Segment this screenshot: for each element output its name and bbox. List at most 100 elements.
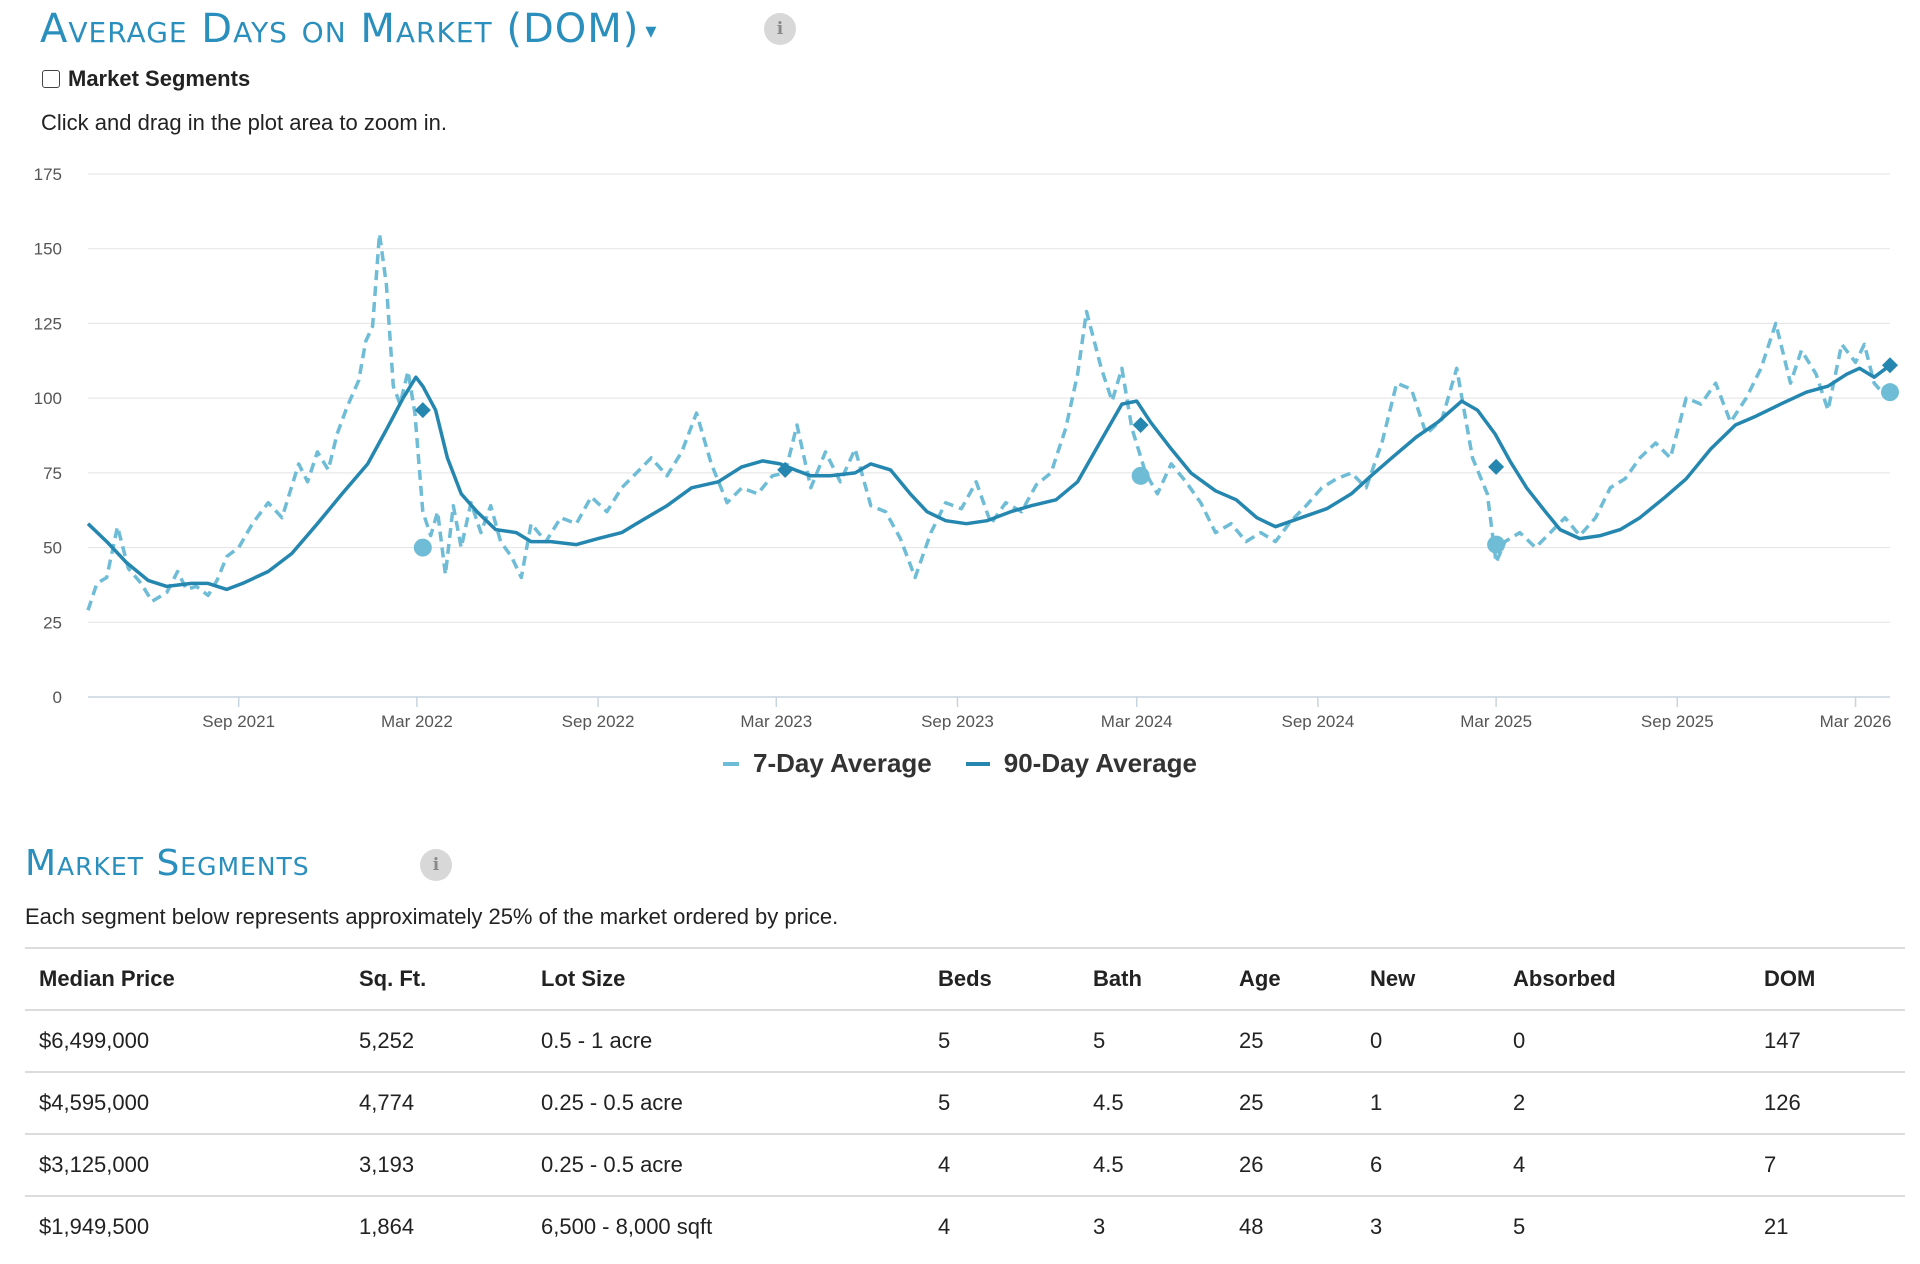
table-cell: 0.5 - 1 acre [527, 1009, 924, 1072]
column-header: Lot Size [527, 947, 924, 1010]
market-segments-table: Median Price Sq. Ft. Lot Size Beds Bath Age Ne… [25, 947, 1905, 1257]
zoom-hint: Click and drag in the plot area to zoom … [41, 110, 448, 135]
table-cell: 4.5 [1079, 1133, 1225, 1196]
column-header: Age [1225, 947, 1356, 1010]
legend-swatch-dashed [723, 761, 740, 766]
table-cell: 25 [1225, 1009, 1356, 1072]
table-cell: 48 [1225, 1195, 1356, 1257]
data-point-marker[interactable] [1488, 458, 1505, 475]
table-row: $4,595,000 4,774 0.25 - 0.5 acre 5 4.5 25 1 2 12… [25, 1071, 1905, 1134]
table-cell: $6,499,000 [25, 1009, 345, 1072]
chart-markers[interactable] [413, 357, 1899, 557]
market-segments-checkbox[interactable] [42, 70, 60, 88]
table-cell: 0.25 - 0.5 acre [527, 1133, 924, 1196]
table-cell: 6,500 - 8,000 sqft [527, 1195, 924, 1257]
data-point-marker[interactable] [777, 461, 794, 478]
y-tick-label: 125 [34, 314, 62, 333]
y-tick-label: 25 [43, 613, 62, 632]
chart-grid [88, 173, 1890, 623]
x-tick-label: Mar 2026 [1820, 712, 1892, 730]
table-cell: 21 [1750, 1195, 1905, 1257]
data-point-marker[interactable] [1882, 357, 1898, 374]
table-cell: 3,193 [345, 1133, 527, 1196]
table-cell: 0 [1356, 1009, 1499, 1072]
table-cell: $1,949,500 [25, 1195, 345, 1257]
info-icon[interactable]: i [764, 13, 796, 45]
column-header: Beds [924, 947, 1079, 1010]
table-row: $1,949,500 1,864 6,500 - 8,000 sqft 4 3 48 3 5 2… [25, 1195, 1905, 1257]
x-tick-label: Mar 2022 [381, 712, 453, 730]
table-cell: 6 [1356, 1133, 1499, 1196]
series-line-90-day-average [86, 363, 1892, 592]
table-cell: $3,125,000 [25, 1133, 345, 1196]
table-header-row: Median Price Sq. Ft. Lot Size Beds Bath Age Ne… [25, 947, 1905, 1010]
x-tick-label: Sep 2022 [562, 712, 635, 730]
table-cell: 4,774 [345, 1071, 527, 1134]
table-cell: 4 [924, 1133, 1079, 1196]
y-axis: 0 25 50 75 100 125 150 175 [34, 165, 62, 707]
x-tick-label: Mar 2023 [740, 712, 812, 730]
legend-item-7-day-average[interactable]: 7-Day Average [723, 748, 932, 779]
table-row: $3,125,000 3,193 0.25 - 0.5 acre 4 4.5 26 6 4 7 [25, 1133, 1905, 1196]
column-header: Bath [1079, 947, 1225, 1010]
data-point-marker[interactable] [1131, 466, 1150, 485]
x-tick-label: Sep 2021 [202, 712, 275, 730]
table-cell: 4 [1499, 1133, 1750, 1196]
table-cell: 25 [1225, 1071, 1356, 1134]
y-tick-label: 75 [43, 464, 62, 483]
table-cell: 0 [1499, 1009, 1750, 1072]
data-point-marker[interactable] [1132, 417, 1149, 434]
y-tick-label: 150 [34, 240, 62, 259]
y-tick-label: 50 [43, 539, 62, 558]
x-axis: Sep 2021 Mar 2022 Sep 2022 Mar 2023 Sep 2023… [88, 696, 1892, 730]
table-cell: 4 [924, 1195, 1079, 1257]
y-tick-label: 100 [34, 389, 62, 408]
x-tick-label: Sep 2023 [921, 712, 994, 730]
x-tick-label: Mar 2024 [1101, 712, 1173, 730]
chart-legend: 7-Day Average 90-Day Average [0, 748, 1920, 779]
table-cell: 5,252 [345, 1009, 527, 1072]
data-point-marker[interactable] [413, 538, 432, 557]
market-segments-checkbox-label[interactable]: Market Segments [68, 66, 251, 91]
table-cell: 7 [1750, 1133, 1905, 1196]
chart-series [86, 232, 1892, 611]
legend-item-90-day-average[interactable]: 90-Day Average [965, 748, 1197, 779]
table-cell: 2 [1499, 1071, 1750, 1134]
table-cell: 1,864 [345, 1195, 527, 1257]
table-cell: 147 [1750, 1009, 1905, 1072]
table-cell: 5 [924, 1071, 1079, 1134]
chevron-down-icon[interactable]: ▾ [645, 18, 658, 44]
market-segments-toggle[interactable]: Market Segments [42, 66, 250, 92]
table-cell: 5 [924, 1009, 1079, 1072]
table-cell: 3 [1079, 1195, 1225, 1257]
market-segments-title: Market Segments [25, 843, 310, 884]
table-cell: 3 [1356, 1195, 1499, 1257]
table-cell: 1 [1356, 1071, 1499, 1134]
table-cell: 26 [1225, 1133, 1356, 1196]
x-tick-label: Mar 2025 [1460, 712, 1532, 730]
table-cell: 5 [1499, 1195, 1750, 1257]
chart-title[interactable]: Average Days on Market (DOM) ▾ [40, 6, 657, 52]
series-line-7-day-average [86, 232, 1884, 611]
column-header: Sq. Ft. [345, 947, 527, 1010]
table-cell: 4.5 [1079, 1071, 1225, 1134]
data-point-marker[interactable] [414, 402, 431, 419]
data-point-marker[interactable] [1487, 535, 1506, 554]
market-segments-description: Each segment below represents approximat… [25, 904, 839, 929]
table-cell: 5 [1079, 1009, 1225, 1072]
x-tick-label: Sep 2024 [1281, 712, 1354, 730]
legend-label: 90-Day Average [1003, 748, 1197, 778]
table-cell: 126 [1750, 1071, 1905, 1134]
y-tick-label: 0 [53, 688, 62, 707]
table-row: $6,499,000 5,252 0.5 - 1 acre 5 5 25 0 0 147 [25, 1009, 1905, 1072]
chart-title-text: Average Days on Market (DOM) [40, 6, 640, 52]
info-icon[interactable]: i [420, 849, 452, 881]
legend-label: 7-Day Average [753, 748, 932, 778]
data-point-marker[interactable] [1881, 383, 1899, 402]
legend-swatch-solid [965, 761, 990, 766]
table-cell: 0.25 - 0.5 acre [527, 1071, 924, 1134]
y-tick-label: 175 [34, 165, 62, 184]
column-header: DOM [1750, 947, 1905, 1010]
x-tick-label: Sep 2025 [1641, 712, 1714, 730]
